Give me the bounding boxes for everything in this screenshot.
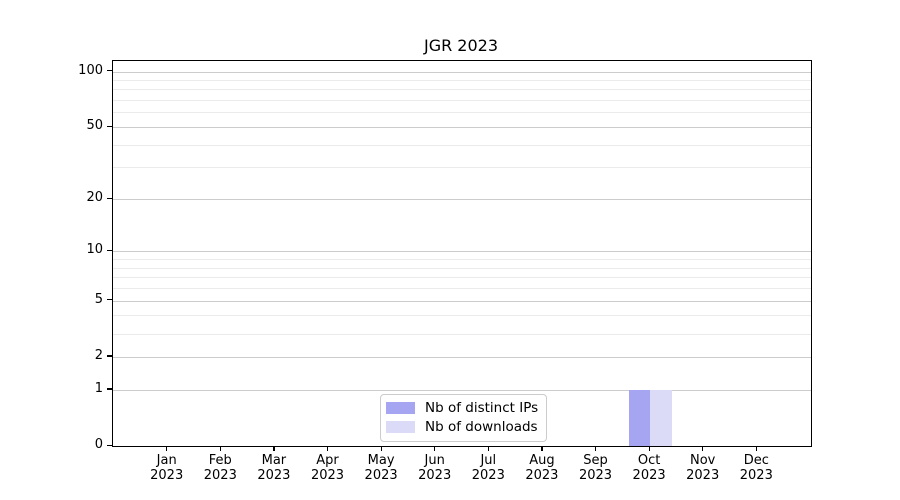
x-tick-month: Jan [156, 453, 177, 468]
minor-gridline [113, 112, 811, 114]
minor-gridline [113, 333, 811, 335]
x-tick-year: 2023 [739, 468, 773, 483]
x-tick-label: May 2023 [349, 453, 413, 483]
x-tick-year: 2023 [310, 468, 345, 483]
y-tick-mark [107, 197, 112, 199]
x-tick-month: May [367, 453, 395, 468]
x-tick-label: Feb 2023 [188, 453, 252, 483]
x-tick-year: 2023 [150, 468, 184, 483]
minor-gridline [113, 315, 811, 317]
x-tick-month: Sep [583, 453, 608, 468]
y-tick-mark [107, 444, 112, 446]
x-tick-year: 2023 [686, 468, 720, 483]
y-tick-label: 50 [86, 118, 103, 133]
y-tick-label: 100 [78, 62, 103, 78]
minor-gridline [113, 259, 811, 261]
y-tick-label: 10 [86, 242, 103, 258]
x-tick-mark [380, 446, 382, 451]
x-tick-mark [648, 446, 650, 451]
x-tick-mark [434, 446, 436, 451]
legend-swatch-distinct-ips-icon [386, 402, 415, 414]
legend-item-downloads: Nb of downloads [386, 419, 538, 435]
y-tick-label: 0 [94, 437, 103, 452]
minor-gridline [113, 167, 811, 169]
y-tick-mark [107, 249, 112, 252]
y-tick-label: 20 [86, 190, 103, 205]
x-tick-mark [702, 446, 704, 451]
legend: Nb of distinct IPs Nb of downloads [380, 394, 547, 442]
major-gridline [113, 251, 811, 253]
x-tick-label: Mar 2023 [242, 453, 306, 483]
y-tick-label: 1 [94, 380, 103, 396]
bar-oct-series0 [628, 389, 651, 446]
x-tick-mark [166, 446, 168, 451]
x-tick-label: Jun 2023 [403, 453, 467, 483]
x-tick-year: 2023 [418, 468, 452, 483]
x-tick-label: Sep 2023 [564, 453, 628, 483]
y-tick-mark [107, 355, 112, 357]
minor-gridline [113, 80, 811, 81]
minor-gridline [113, 144, 811, 146]
x-tick-label: Jul 2023 [456, 453, 520, 483]
x-tick-label: Oct 2023 [617, 453, 681, 483]
major-gridline [113, 199, 811, 200]
x-tick-label: Jan 2023 [135, 453, 199, 483]
minor-gridline [113, 100, 811, 102]
x-tick-mark [487, 446, 489, 451]
x-tick-year: 2023 [471, 468, 505, 483]
y-tick-mark [107, 125, 112, 127]
x-tick-month: Feb [208, 453, 232, 468]
x-tick-month: Apr [316, 453, 339, 468]
major-gridline [113, 356, 811, 358]
y-tick-mark [107, 70, 112, 72]
major-gridline [113, 389, 811, 391]
x-tick-label: Nov 2023 [671, 453, 735, 483]
legend-label-distinct-ips: Nb of distinct IPs [425, 400, 539, 416]
legend-item-distinct-ips: Nb of distinct IPs [386, 400, 538, 416]
x-tick-month: Jul [480, 453, 497, 468]
legend-swatch-downloads-icon [386, 421, 415, 433]
major-gridline [113, 300, 811, 302]
x-tick-month: Mar [261, 453, 287, 468]
x-tick-label: Dec 2023 [724, 453, 788, 483]
x-tick-mark [219, 446, 221, 451]
legend-label-downloads: Nb of downloads [425, 419, 538, 435]
x-tick-year: 2023 [632, 468, 666, 483]
x-tick-mark [541, 446, 543, 451]
x-tick-mark [273, 446, 275, 451]
chart-title: JGR 2023 [423, 36, 499, 55]
major-gridline [113, 127, 811, 128]
x-tick-mark [326, 446, 329, 451]
y-tick-mark [107, 299, 112, 301]
x-tick-year: 2023 [578, 468, 613, 483]
x-tick-month: Aug [529, 453, 555, 468]
x-tick-month: Nov [690, 453, 716, 468]
minor-gridline [113, 267, 811, 269]
minor-gridline [113, 89, 811, 91]
x-tick-year: 2023 [364, 468, 398, 483]
major-gridline [113, 71, 811, 73]
y-tick-label: 5 [94, 291, 103, 307]
y-tick-mark [107, 388, 112, 390]
x-tick-mark [755, 446, 757, 451]
x-tick-month: Jun [424, 453, 445, 468]
x-tick-month: Dec [743, 453, 769, 468]
x-tick-year: 2023 [525, 468, 559, 483]
x-tick-year: 2023 [257, 468, 291, 483]
x-tick-year: 2023 [203, 468, 237, 483]
minor-gridline [113, 277, 811, 279]
y-tick-label: 2 [94, 347, 103, 363]
minor-gridline [113, 288, 811, 290]
x-tick-label: Apr 2023 [296, 453, 360, 483]
x-tick-label: Aug 2023 [510, 453, 574, 483]
plot-area [112, 60, 812, 447]
bar-oct-series1 [650, 389, 672, 446]
x-tick-month: Oct [637, 453, 661, 468]
x-tick-mark [594, 446, 597, 451]
